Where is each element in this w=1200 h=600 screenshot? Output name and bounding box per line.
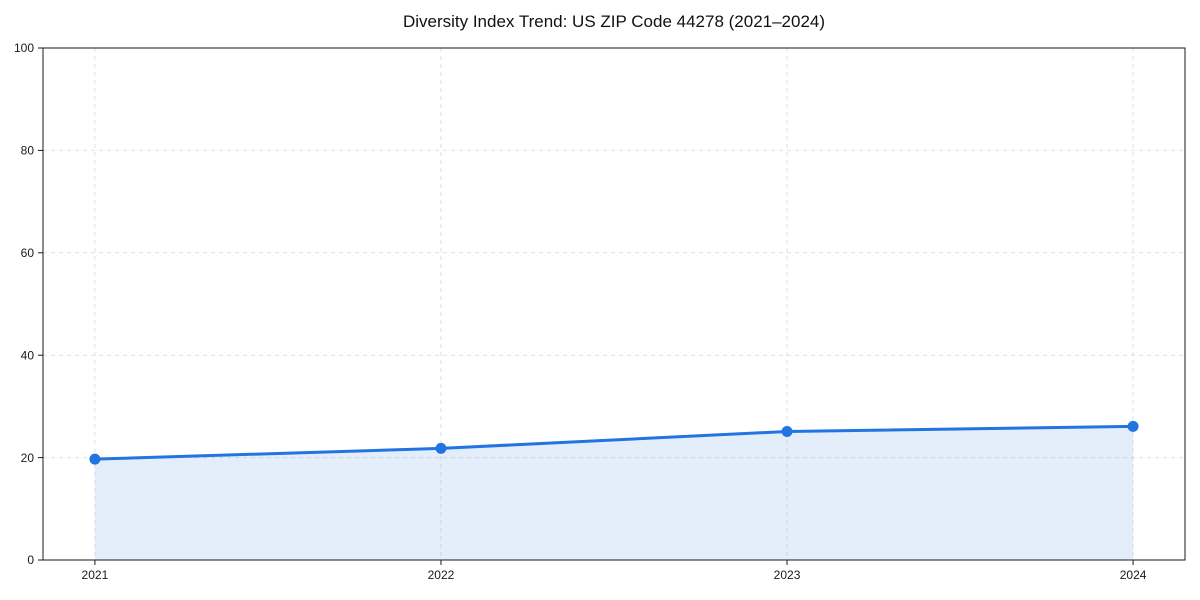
- y-tick-label: 80: [21, 144, 35, 158]
- y-tick-label: 20: [21, 451, 35, 465]
- x-tick-label: 2023: [774, 568, 801, 582]
- series-line: [93, 424, 1135, 461]
- x-tick-label: 2021: [82, 568, 109, 582]
- data-point-marker: [781, 425, 793, 437]
- data-point-marker: [89, 453, 101, 465]
- y-tick-label: 60: [21, 246, 35, 260]
- x-tick-label: 2024: [1120, 568, 1147, 582]
- x-tick-label: 2022: [428, 568, 455, 582]
- chart-title: Diversity Index Trend: US ZIP Code 44278…: [402, 12, 826, 31]
- series-area-fill: [94, 426, 1134, 560]
- plot-border: [42, 47, 1186, 561]
- y-tick-label: 40: [21, 348, 35, 362]
- data-point-marker: [1127, 420, 1139, 432]
- data-point-marker: [435, 442, 447, 454]
- y-tick-label: 100: [14, 41, 34, 55]
- y-tick-label: 0: [27, 553, 34, 567]
